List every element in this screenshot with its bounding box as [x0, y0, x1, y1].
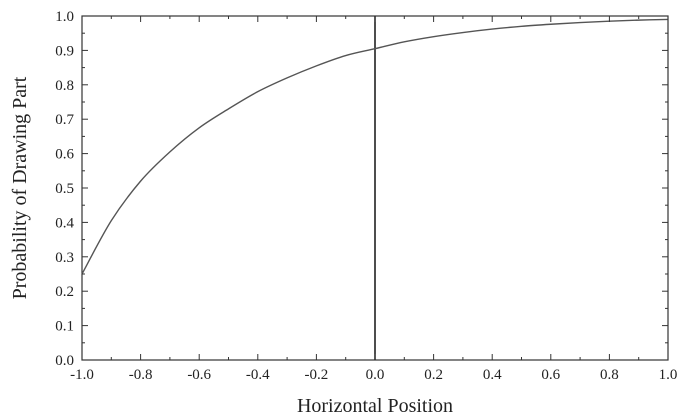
x-tick-label: 0.8	[600, 367, 619, 383]
y-tick-label: 0.4	[55, 215, 74, 231]
y-tick-label: 0.8	[55, 78, 74, 94]
y-tick-label: 0.0	[55, 353, 74, 369]
series-line-0	[81, 18, 669, 275]
y-tick-label: 0.1	[55, 319, 74, 335]
y-tick-label: 0.6	[55, 147, 74, 163]
y-tick-label: 0.3	[55, 250, 74, 266]
x-tick-label: -0.2	[305, 367, 329, 383]
x-axis-title: Horizontal Position	[297, 395, 453, 417]
x-tick-label: -0.4	[246, 367, 270, 383]
x-tick-label: -1.0	[70, 367, 94, 383]
y-tick-label: 1.0	[55, 9, 74, 25]
y-tick-label: 0.2	[55, 284, 74, 300]
x-tick-label: 1.0	[659, 367, 678, 383]
y-tick-label: 0.7	[55, 112, 74, 128]
x-tick-label: 0.4	[483, 367, 502, 383]
x-tick-label: 0.2	[424, 367, 443, 383]
x-tick-label: 0.0	[366, 367, 385, 383]
x-tick-label: -0.8	[129, 367, 153, 383]
y-tick-label: 0.9	[55, 43, 74, 59]
x-tick-label: -0.6	[187, 367, 211, 383]
y-tick-label: 0.5	[55, 181, 74, 197]
y-axis-title: Probability of Drawing Part	[9, 76, 31, 299]
x-tick-label: 0.6	[541, 367, 560, 383]
